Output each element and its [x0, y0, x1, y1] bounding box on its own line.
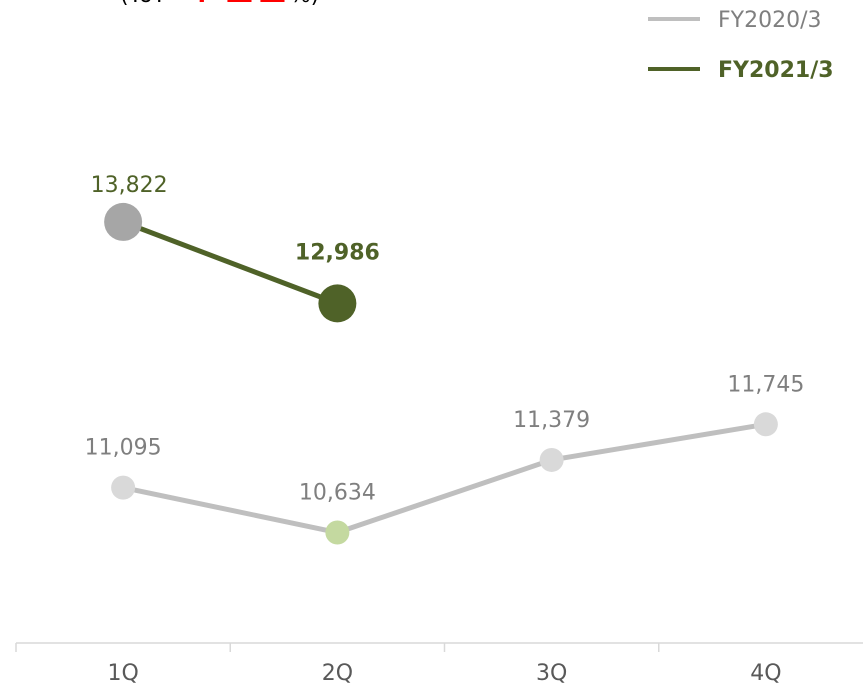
annotation-text: (YoY — [120, 0, 167, 8]
data-label: 11,379 — [513, 408, 590, 433]
data-label: 11,745 — [727, 372, 804, 397]
annotation-text: %) — [290, 0, 320, 8]
data-label: 11,095 — [85, 436, 162, 461]
marker — [753, 412, 778, 437]
legend-label: FY2021/3 — [718, 58, 834, 83]
series-line — [122, 421, 767, 536]
legend-label: FY2020/3 — [718, 8, 822, 33]
marker — [104, 202, 143, 241]
annotation-value: +22 — [180, 0, 290, 15]
x-tick-label: 3Q — [536, 661, 567, 685]
marker — [325, 520, 350, 545]
x-tick-label: 1Q — [107, 661, 138, 685]
annotation: (YoY +22%) — [120, 0, 319, 15]
marker — [539, 447, 564, 472]
x-tick-label: 4Q — [750, 661, 781, 685]
series-line — [122, 219, 339, 306]
marker — [318, 284, 357, 323]
x-tick-label: 2Q — [322, 661, 353, 685]
data-label: 13,822 — [91, 173, 168, 198]
data-label: 12,986 — [295, 240, 380, 265]
data-label: 10,634 — [299, 481, 376, 506]
marker — [111, 475, 136, 500]
